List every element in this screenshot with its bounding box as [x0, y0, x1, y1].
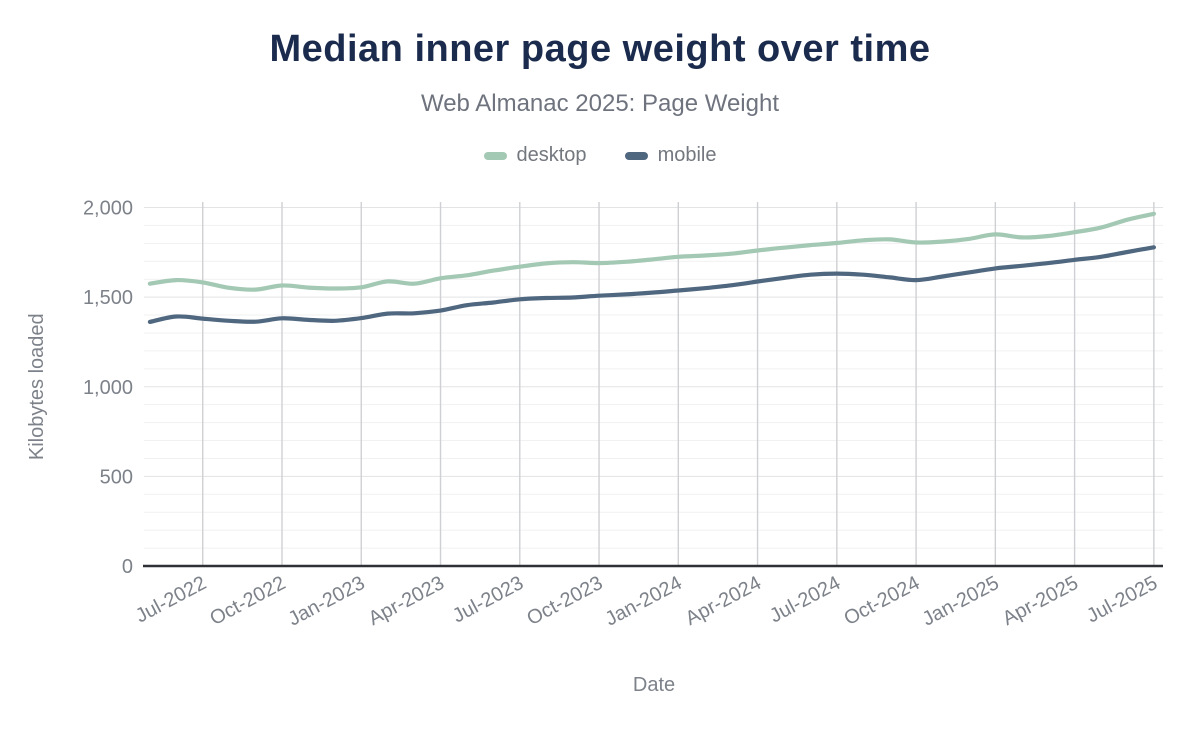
mobile-line[interactable]	[147, 245, 1156, 324]
x-tick-label: Apr-2023	[365, 572, 448, 630]
x-tick-label: Jul-2022	[132, 572, 210, 627]
x-tick-label: Oct-2024	[840, 572, 923, 630]
desktop-series-swatch	[483, 151, 507, 160]
x-tick-label: Jan-2024	[602, 572, 686, 631]
x-tick-label: Oct-2022	[206, 572, 289, 630]
legend-item-mobile[interactable]: mobile	[624, 144, 717, 167]
legend-label-mobile: mobile	[657, 144, 717, 166]
x-tick-label: Jul-2025	[1083, 572, 1161, 627]
x-tick-label: Apr-2024	[682, 572, 765, 630]
legend-label-desktop: desktop	[516, 144, 587, 166]
y-tick-label: 1,000	[83, 377, 133, 399]
legend: desktop mobile	[0, 144, 1200, 167]
x-tick-label: Jan-2025	[919, 572, 1003, 631]
y-tick-label: 2,000	[83, 198, 133, 220]
x-tick-label: Jul-2023	[449, 572, 527, 627]
chart-title: Median inner page weight over time	[269, 28, 931, 70]
line-chart: 05001,0001,5002,000Jul-2022Oct-2022Jan-2…	[26, 198, 1163, 696]
y-tick-label: 1,500	[83, 287, 133, 309]
x-tick-label: Jan-2023	[285, 572, 369, 631]
desktop-line[interactable]	[147, 211, 1156, 292]
x-axis-title: Date	[633, 674, 675, 696]
chart-subtitle: Web Almanac 2025: Page Weight	[420, 90, 779, 117]
legend-item-desktop[interactable]: desktop	[483, 144, 587, 167]
y-tick-label: 500	[100, 466, 133, 488]
x-tick-label: Oct-2023	[523, 572, 606, 630]
x-tick-label: Apr-2025	[999, 572, 1082, 630]
y-tick-label: 0	[122, 556, 133, 578]
mobile-series-swatch	[624, 151, 648, 160]
y-axis-title: Kilobytes loaded	[26, 313, 48, 460]
x-tick-label: Jul-2024	[766, 572, 844, 627]
